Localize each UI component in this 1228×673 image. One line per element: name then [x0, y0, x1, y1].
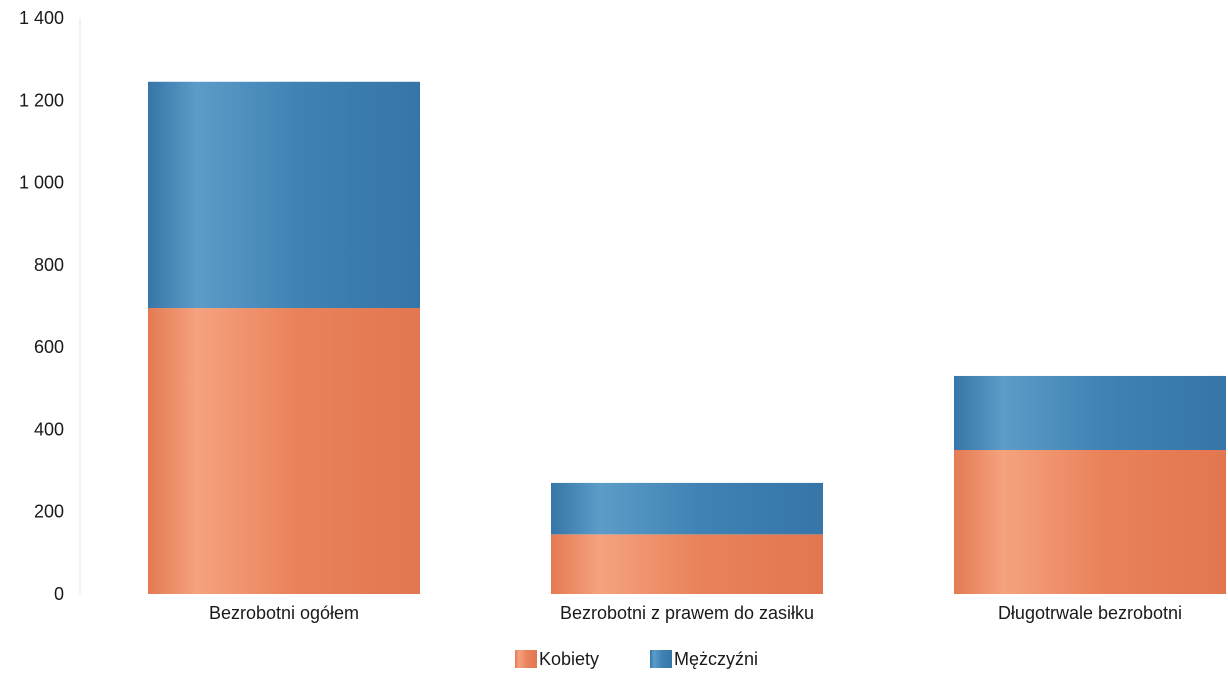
x-category-label: Długotrwale bezrobotni	[998, 603, 1182, 623]
y-tick-label: 1 000	[19, 173, 64, 193]
legend-label: Mężczyźni	[674, 649, 758, 669]
x-category-label: Bezrobotni ogółem	[209, 603, 359, 623]
legend-label: Kobiety	[539, 649, 599, 669]
legend-swatch	[650, 650, 672, 668]
y-tick-label: 0	[54, 584, 64, 604]
y-tick-label: 400	[34, 419, 64, 439]
bar-segment	[148, 81, 420, 309]
bars	[148, 81, 1226, 594]
y-tick-label: 1 400	[19, 8, 64, 28]
y-tick-label: 600	[34, 337, 64, 357]
category-labels: Bezrobotni ogółem Bezrobotni z prawem do …	[209, 603, 1182, 623]
y-tick-label: 800	[34, 255, 64, 275]
legend-swatch	[515, 650, 537, 668]
y-tick-label: 1 200	[19, 90, 64, 110]
bar-segment	[954, 450, 1226, 594]
legend: Kobiety Mężczyźni	[515, 649, 758, 669]
bar-segment	[148, 308, 420, 594]
y-tick-label: 200	[34, 502, 64, 522]
y-axis-ticks: 0 200 400 600 800 1 000 1 200 1 400	[19, 8, 64, 604]
bar-segment	[551, 482, 823, 535]
bar-segment	[551, 534, 823, 594]
x-category-label: Bezrobotni z prawem do zasiłku	[560, 603, 814, 623]
bar-segment	[954, 375, 1226, 450]
